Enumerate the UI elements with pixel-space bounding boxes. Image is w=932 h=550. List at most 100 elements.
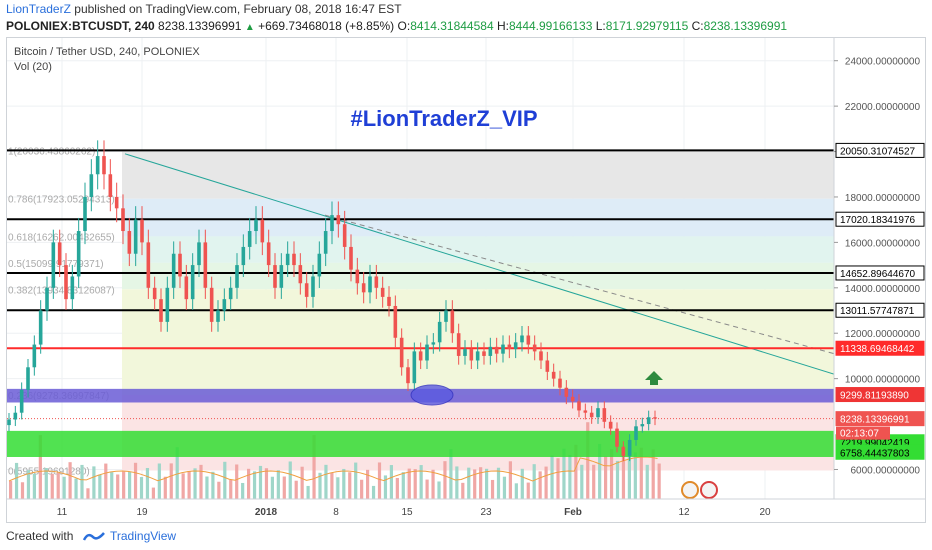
candle-body [349,246,353,270]
candle-body [627,439,632,456]
volume-bar [133,462,138,499]
candle-body [501,344,505,354]
candle-body [178,253,182,277]
candle-body [583,410,588,413]
volume-bar [270,476,274,499]
published-text: published on TradingView.com, February 0… [74,2,402,16]
volume-bar [568,454,572,499]
arrow-up-icon [645,371,663,385]
volume-bar [288,461,292,499]
volume-bar [639,447,643,499]
candle-body [222,299,227,311]
volume-bar [366,469,370,499]
candle-body [507,344,512,350]
last-price: 8238.13396991 [158,19,242,33]
volume-bar [615,460,620,499]
candle-body [393,305,398,338]
candle-body [184,276,189,300]
candle-body [653,417,657,419]
x-tick-label: 8 [333,507,339,518]
candle-body [108,174,113,197]
volume-bar [514,483,518,499]
volume-bar [336,477,340,499]
candle-body [152,287,157,300]
volume-bar [44,468,48,499]
candle-body [57,242,62,266]
volume-bar [193,468,197,499]
volume-bar [86,488,90,499]
volume-bar [479,467,483,499]
fib-zone [122,150,834,199]
price-change: +669.73468018 (+8.85%) [258,19,395,33]
candle-body [406,367,410,384]
y-tick-label: 6000.00000000 [850,465,920,476]
chart-title: Bitcoin / Tether USD, 240, POLONIEX [14,46,200,58]
volume-bar [223,461,227,499]
volume-bar [407,468,411,499]
candle-body [437,321,442,343]
candle-body [70,276,75,300]
header-line-2: POLONIEX:BTCUSDT, 240 8238.13396991 ▲ +6… [6,19,787,33]
level-label: 9299.81193890 [840,391,909,402]
candle-body [526,335,531,345]
volume-bar [324,464,328,499]
fib-level-label: 0.786(17923.05294313) [8,195,115,206]
volume-bar [419,465,423,499]
close-value: 8238.13396991 [703,19,788,33]
volume-bar [520,468,524,499]
open-value: 8414.31844584 [410,19,494,33]
volume-bar [235,464,239,499]
volume-bar [485,468,489,499]
volume-bar [247,468,251,499]
candle-body [51,242,56,288]
y-tick-label: 24000.00000000 [845,57,921,68]
x-tick-label: 19 [136,507,148,518]
candle-body [532,344,537,352]
candle-body [336,215,341,225]
level-label-bg [835,387,925,403]
volume-bar [467,467,471,499]
candle-body [285,253,290,266]
fib-level-label: 1(20036.43860262) [8,147,95,158]
volume-bar [401,472,405,499]
event-icon [681,481,699,499]
volume-bar [425,479,429,499]
volume-bar [294,480,298,499]
volume-bar [211,471,215,499]
candle-body [463,349,467,356]
candle-body [228,287,233,300]
candle-body [520,335,524,343]
volume-bar [383,475,388,499]
volume-bar [181,473,185,499]
candle-body [45,287,49,311]
volume-bar [139,477,144,499]
created-with-text: Created with [6,529,74,543]
candle-body [412,351,417,384]
volume-bar [116,474,120,499]
candle-body [342,224,347,247]
volume-bar [437,481,441,499]
volume-bar [128,471,132,499]
author-link[interactable]: LionTraderZ [6,2,71,16]
tradingview-brand[interactable]: TradingView [110,529,177,543]
fib-zone [122,289,834,396]
high-value: 8444.99166133 [508,19,593,33]
volume-indicator-label: Vol (20) [14,61,52,73]
volume-bar [532,464,536,499]
candle-body [254,219,258,232]
close-label: C: [691,19,704,33]
level-label-bg [835,142,925,158]
change-arrow-icon: ▲ [244,22,255,33]
candle-body [634,426,638,440]
fib-zone [122,262,834,290]
candle-body [140,219,144,243]
volume-bar [300,466,304,499]
fib-level-label: 0(5955.19691280) [8,466,90,477]
candle-body [615,428,619,447]
volume-bar [9,481,13,499]
volume-bar [502,476,507,499]
tradingview-logo-icon [82,532,105,541]
candle-body [83,196,87,232]
candle-body [89,174,94,197]
